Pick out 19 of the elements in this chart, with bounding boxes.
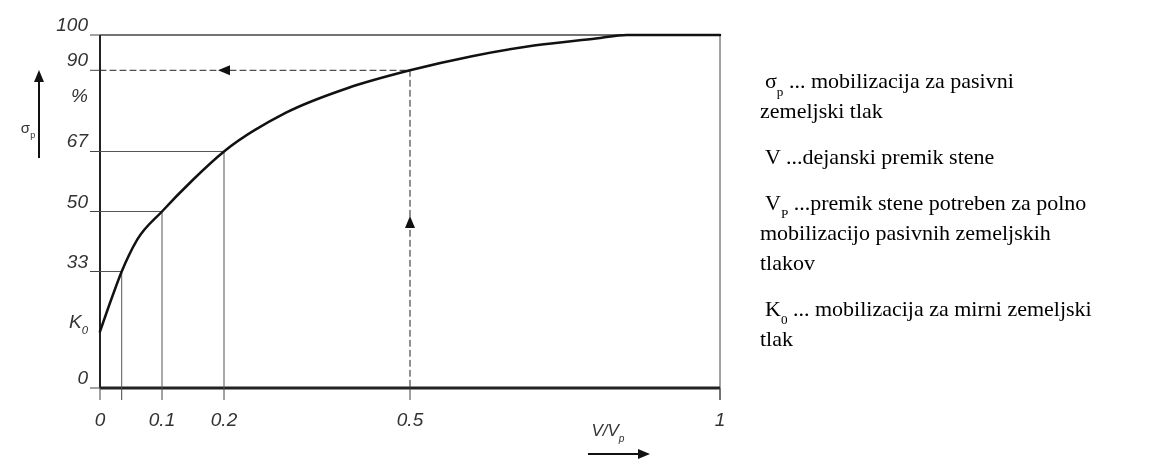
y-tick-label: 90 [66,49,89,71]
x-tick-label: 0.2 [210,409,238,430]
y-tick-label: 0 [77,367,89,388]
y-tick-label: 33 [66,250,89,272]
x-axis-title: V/V$_{p}$ [591,421,625,444]
text: σ$_{p}$ ... mobilizacija za pasivni zemeljski tlak [760,68,1014,123]
annotation: K$_{0}$ [68,310,89,336]
text: % [71,85,89,107]
x-tick-label: 0.5 [396,409,424,430]
text: V ...dejanski premik stene [765,144,995,169]
x-tick-label: 0 [94,409,106,430]
x-tick-label: 0.1 [148,409,176,430]
y-tick-label: 100 [56,14,89,35]
y-axis-title: σ$_{p}$ [20,119,36,140]
y-tick-label: 50 [66,190,89,212]
text: K$_{0}$ ... mobilizacija za mirni zemeljski tlak [760,296,1092,351]
text: V$_{P}$ ...premik stene potreben za polno mobilizacijo pasivnih zemeljskih tlakov [760,190,1087,275]
x-tick-label: 1 [714,409,726,430]
y-tick-label: 67 [66,130,90,152]
